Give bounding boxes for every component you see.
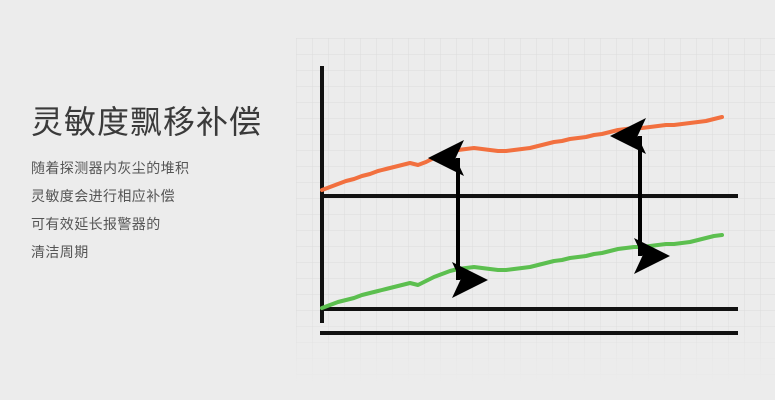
- description-line: 随着探测器内灰尘的堆积: [31, 160, 190, 176]
- page-title: 灵敏度飘移补偿: [31, 104, 263, 140]
- description-line: 灵敏度会进行相应补偿: [31, 188, 175, 204]
- description-line: 可有效延长报警器的: [31, 216, 161, 232]
- description-line: 清洁周期: [31, 244, 89, 260]
- description-block: 随着探测器内灰尘的堆积 灵敏度会进行相应补偿 可有效延长报警器的 清洁周期: [31, 154, 281, 266]
- chart-gridlines: [296, 38, 775, 384]
- text-panel: 灵敏度飘移补偿 随着探测器内灰尘的堆积 灵敏度会进行相应补偿 可有效延长报警器的…: [31, 100, 281, 266]
- drift-compensation-chart: [286, 24, 775, 384]
